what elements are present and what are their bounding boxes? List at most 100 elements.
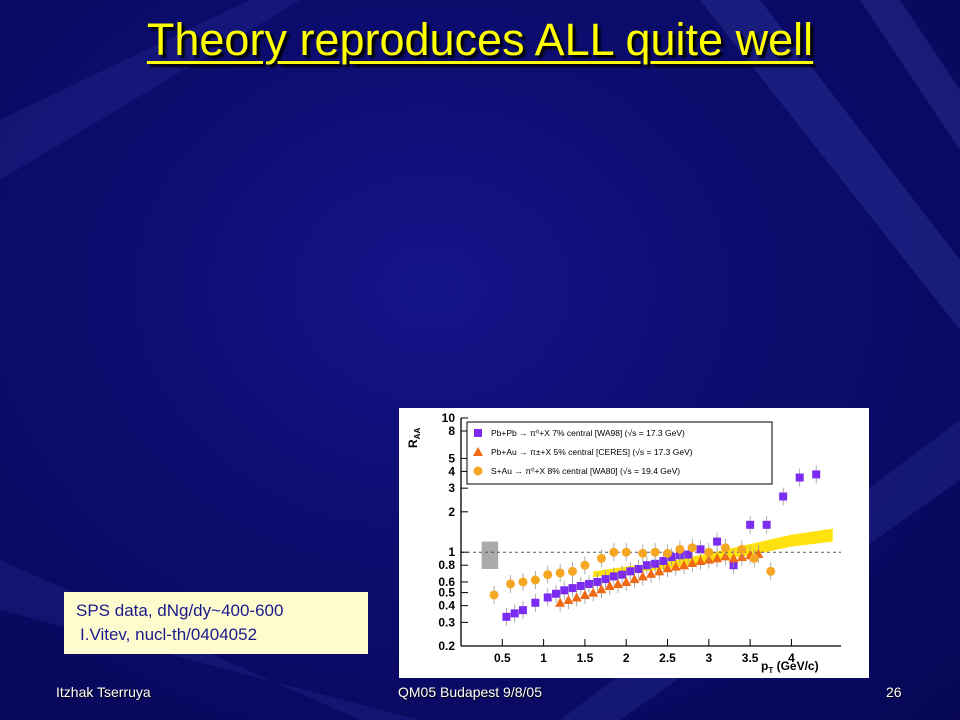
legend-marker-square (474, 429, 482, 437)
legend-marker-circle (473, 466, 483, 476)
x-tick-label: 0.5 (494, 651, 511, 665)
data-point-square (746, 520, 755, 529)
data-point-square (651, 559, 660, 568)
annotation-line-1: SPS data, dNg/dy~400-600 (76, 601, 284, 620)
y-tick-label: 4 (448, 464, 455, 478)
data-point-circle (543, 570, 553, 580)
data-point-circle (749, 553, 759, 563)
data-point-square (531, 598, 540, 607)
y-tick-label: 0.5 (438, 586, 455, 600)
legend-box (466, 421, 773, 485)
data-point-triangle (604, 580, 615, 590)
data-point-triangle (687, 558, 698, 568)
data-point-square (560, 586, 569, 595)
data-point-triangle (646, 568, 656, 578)
data-point-triangle (555, 597, 566, 607)
data-point-square (593, 577, 602, 586)
legend-label: Pb+Pb → π⁰+X 7% central [WA98] (√s = 17.… (491, 428, 685, 438)
data-point-triangle (563, 595, 574, 605)
data-point-circle (638, 548, 648, 558)
data-point-square (543, 593, 552, 602)
y-tick-label: 0.8 (438, 558, 455, 572)
x-tick-label: 1 (540, 651, 547, 665)
x-tick-label: 3.5 (742, 651, 759, 665)
data-point-triangle (596, 584, 607, 594)
data-point-circle (675, 544, 685, 554)
data-point-triangle (654, 566, 665, 576)
x-tick-label: 2.5 (659, 651, 676, 665)
annotation-box: SPS data, dNg/dy~400-600 I.Vitev, nucl-t… (64, 592, 368, 654)
data-point-triangle (621, 576, 632, 586)
data-point-circle (506, 579, 516, 589)
raa-plot: 0.2 0.3 0.4 0.5 0.6 0.8 1 2 3 4 5 8 10 0.5 1 1.5 2 2.5 3 3.… (399, 408, 869, 678)
data-point-square (518, 606, 527, 615)
data-point-triangle (629, 574, 640, 584)
x-tick-label: 4 (788, 651, 795, 665)
systematic-error-box (481, 541, 499, 569)
slide-title: Theory reproduces ALL quite well (146, 14, 814, 65)
data-point-square (601, 575, 610, 584)
data-point-square (667, 553, 676, 562)
data-point-triangle (679, 560, 690, 570)
data-point-square (585, 579, 594, 588)
data-point-triangle (588, 587, 599, 597)
data-point-circle (687, 543, 697, 553)
data-point-triangle (728, 553, 739, 563)
y-tick-label: 2 (448, 505, 455, 519)
legend-label: S+Au → π⁰+X 8% central [WA80] (√s = 19.4… (491, 466, 680, 476)
x-tick-label: 3 (705, 651, 712, 665)
legend-marker-triangle (473, 447, 483, 456)
data-point-square (634, 564, 643, 573)
x-tick-label: 1.5 (577, 651, 594, 665)
x-axis-label: pT (GeV/c) (761, 659, 819, 675)
data-point-square (684, 550, 693, 559)
y-axis-label: RAA (406, 428, 422, 448)
data-point-circle (555, 568, 565, 578)
footer-page-number: 26 (886, 684, 902, 700)
y-tick-label: 0.3 (438, 615, 455, 629)
data-point-square (502, 612, 511, 621)
data-point-circle (663, 548, 673, 558)
data-point-square (762, 520, 771, 529)
data-point-triangle (579, 589, 590, 599)
data-point-square (568, 584, 577, 593)
data-point-square (659, 556, 668, 565)
y-tick-label: 5 (448, 451, 455, 465)
data-point-circle (596, 553, 606, 563)
data-point-square (696, 545, 705, 554)
data-point-triangle (695, 555, 706, 565)
data-point-circle (518, 577, 528, 587)
data-point-triangle (670, 561, 681, 571)
data-point-circle (530, 575, 540, 585)
y-tick-label: 0.4 (438, 599, 455, 613)
data-point-triangle (637, 571, 648, 581)
data-point-circle (489, 590, 499, 600)
data-point-triangle (712, 553, 723, 563)
annotation-line-2: I.Vitev, nucl-th/0404052 (80, 625, 258, 644)
footer-author: Itzhak Tserruya (56, 684, 151, 700)
data-point-square (779, 492, 788, 501)
legend-label: Pb+Au → π±+X 5% central [CERES] (√s = 17… (491, 447, 693, 457)
data-point-triangle (662, 563, 673, 573)
y-tick-label: 1 (448, 545, 455, 559)
data-point-square (618, 570, 627, 579)
data-point-square (510, 609, 519, 618)
data-point-square (609, 572, 618, 581)
data-point-circle (621, 547, 631, 557)
y-tick-label: 0.6 (438, 575, 455, 589)
data-point-circle (568, 566, 578, 576)
data-point-triangle (571, 592, 582, 602)
data-point-circle (766, 566, 776, 576)
x-tick-label: 2 (623, 651, 630, 665)
y-tick-label: 8 (448, 424, 455, 438)
data-point-square (795, 473, 804, 482)
data-point-circle (704, 547, 714, 557)
data-point-square (552, 589, 560, 598)
y-tick-label: 3 (448, 481, 455, 495)
data-point-square (713, 537, 722, 546)
data-point-circle (580, 560, 590, 570)
y-tick-label: 10 (442, 411, 456, 425)
data-point-circle (737, 544, 747, 554)
data-point-circle (650, 547, 660, 557)
